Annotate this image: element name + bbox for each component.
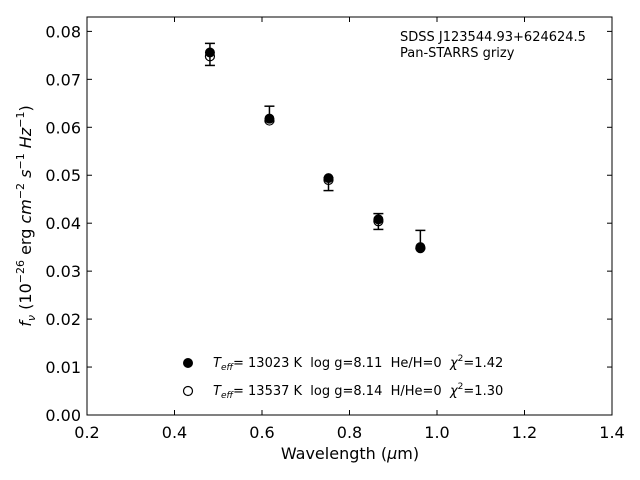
data-point-filled <box>204 47 215 58</box>
svg-text:fν (10−26 erg cm−2 s−1 Hz−1): fν (10−26 erg cm−2 s−1 Hz−1) <box>14 105 38 326</box>
x-tick-label: 0.6 <box>249 423 274 442</box>
y-tick-label: 0.04 <box>45 214 81 233</box>
data-point-open <box>415 243 426 254</box>
x-tick-label: 0.2 <box>74 423 99 442</box>
legend-text-1: Teff= 13023 K log g=8.11 He/H=0 χ2=1.42 <box>213 354 503 373</box>
x-tick-label: 1.2 <box>512 423 537 442</box>
legend-marker-filled <box>183 358 193 368</box>
x-tick-label: 0.8 <box>337 423 362 442</box>
legend-text-2: Teff= 13537 K log g=8.14 H/He=0 χ2=1.30 <box>213 382 503 401</box>
y-tick-label: 0.01 <box>45 358 81 377</box>
x-tick-label: 1.4 <box>599 423 624 442</box>
annotation-survey: Pan-STARRS grizy <box>400 46 515 61</box>
x-axis-ticks: 0.2 0.4 0.6 0.8 1.0 1.2 1.4 <box>74 17 625 442</box>
data-point-open <box>264 115 275 126</box>
x-tick-label: 1.0 <box>424 423 449 442</box>
x-tick-label: 0.4 <box>162 423 187 442</box>
legend-entry-2: Teff= 13537 K log g=8.14 H/He=0 χ2=1.30 <box>182 382 503 401</box>
annotation: SDSS J123544.93+624624.5 Pan-STARRS griz… <box>400 30 586 61</box>
y-tick-label: 0.02 <box>45 310 81 329</box>
data-point-open <box>204 51 216 62</box>
y-tick-label: 0.07 <box>45 70 81 89</box>
error-bars <box>204 42 426 250</box>
data-point-open <box>323 174 334 186</box>
y-tick-label: 0.03 <box>45 262 81 281</box>
y-tick-label: 0.05 <box>45 166 81 185</box>
legend-marker-open <box>182 385 194 397</box>
y-axis-label: fν (10−26 erg cm−2 s−1 Hz−1) <box>14 105 38 326</box>
annotation-object-name: SDSS J123544.93+624624.5 <box>400 30 586 45</box>
series-open-markers <box>204 51 426 254</box>
series-filled-markers <box>204 47 426 253</box>
x-axis-label: Wavelength (μm) <box>281 444 419 463</box>
y-axis-ticks: 0.00 0.01 0.02 0.03 0.04 0.05 0.06 0.07 0.08 <box>45 22 612 425</box>
legend: Teff= 13023 K log g=8.11 He/H=0 χ2=1.42 … <box>182 354 503 401</box>
y-tick-label: 0.08 <box>45 22 81 41</box>
data-point-open <box>373 216 384 227</box>
y-tick-label: 0.00 <box>45 406 81 425</box>
y-tick-label: 0.06 <box>45 118 81 137</box>
legend-entry-1: Teff= 13023 K log g=8.11 He/H=0 χ2=1.42 <box>183 354 503 373</box>
